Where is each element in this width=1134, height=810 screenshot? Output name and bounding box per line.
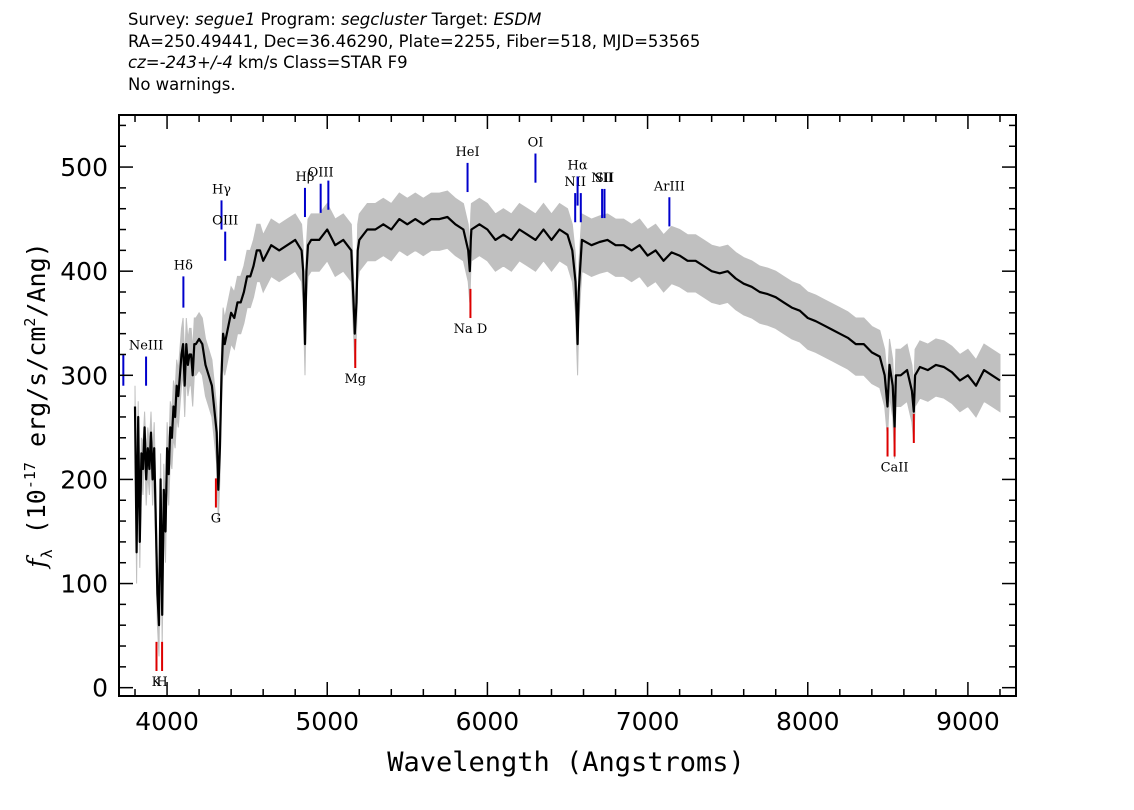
line-marker-label: OIII	[308, 166, 334, 181]
cz-label: cz=	[128, 53, 160, 72]
y-label-f: f	[22, 555, 51, 570]
line-marker-label: OI	[528, 136, 544, 151]
y-tick-label: 300	[60, 361, 108, 390]
y-label-units: erg/s/cm	[22, 327, 51, 462]
y-label-lambda: λ	[38, 549, 56, 558]
cz-class: km/s Class=STAR F9	[232, 53, 408, 72]
y-axis-label: fλ (10-17 erg/s/cm2/Ang)	[21, 242, 56, 569]
line-markers: NeIIIHδHγOIIIHβOIIIHeIOINIIHαNIISIIArIII…	[122, 136, 915, 690]
x-tick-label: 8000	[776, 707, 840, 736]
x-tick-label: 4000	[135, 707, 199, 736]
y-tick-label: 100	[60, 570, 108, 599]
header-line-survey: Survey: segue1 Program: segcluster Targe…	[128, 9, 700, 31]
line-marker-label: H	[156, 675, 167, 690]
target-label: Target:	[431, 10, 489, 29]
header-line-redshift: cz=-243+/-4 km/s Class=STAR F9	[128, 52, 700, 74]
x-axis-label: Wavelength (Angstroms)	[387, 747, 745, 778]
y-label-open: (10	[22, 489, 51, 549]
program-label: Program:	[260, 10, 336, 29]
line-marker-label: NII	[591, 171, 613, 186]
line-marker-label: Hβ	[296, 170, 315, 185]
y-tick-label: 500	[60, 153, 108, 182]
y-label-exp: -17	[21, 462, 39, 489]
error-band-area	[134, 190, 1001, 657]
line-marker-label: Hγ	[212, 182, 231, 197]
survey-value: segue1	[195, 10, 256, 29]
line-marker-label: SII	[595, 171, 614, 186]
line-marker-label: G	[211, 512, 221, 527]
plot-frame	[118, 114, 1017, 697]
error-band	[134, 190, 1001, 657]
line-marker-label: Mg	[344, 372, 366, 387]
flux-line	[133, 215, 1001, 627]
x-tick-label: 6000	[456, 707, 520, 736]
y-tick-label: 400	[60, 257, 108, 286]
x-tick-label: 9000	[936, 707, 1000, 736]
cz-value: -243+/-4	[159, 53, 233, 72]
line-marker-label: CaII	[881, 461, 909, 476]
line-marker-label: K	[152, 675, 162, 690]
target-value: ESDM	[493, 10, 542, 29]
y-tick-label: 0	[92, 674, 108, 703]
program-value: segcluster	[341, 10, 427, 29]
axis-ticks: 4000 5000 6000 7000 8000 9000 0 100 200 300 400 500	[60, 115, 1016, 736]
survey-label: Survey:	[128, 10, 190, 29]
flux-series	[133, 215, 1001, 627]
line-marker-label: Na D	[454, 322, 488, 337]
line-marker-label: Hδ	[174, 258, 193, 273]
y-tick-label: 200	[60, 465, 108, 494]
spectrum-header: Survey: segue1 Program: segcluster Targe…	[128, 9, 700, 95]
line-marker-label: OIII	[212, 214, 238, 229]
plot-border	[118, 114, 1017, 697]
y-label-close: /Ang)	[22, 242, 51, 317]
header-line-warnings: No warnings.	[128, 74, 236, 94]
line-marker-label: NeIII	[129, 339, 163, 354]
header-line-coordinates: RA=250.49441, Dec=36.46290, Plate=2255, …	[128, 31, 701, 51]
x-tick-label: 7000	[616, 707, 680, 736]
line-marker-label: NII	[564, 175, 586, 190]
x-tick-label: 5000	[295, 707, 359, 736]
line-marker-label: ArIII	[653, 179, 685, 194]
line-marker-label: Hα	[568, 158, 588, 173]
line-marker-label: HeI	[455, 145, 479, 160]
y-label-sq: 2	[21, 318, 39, 327]
